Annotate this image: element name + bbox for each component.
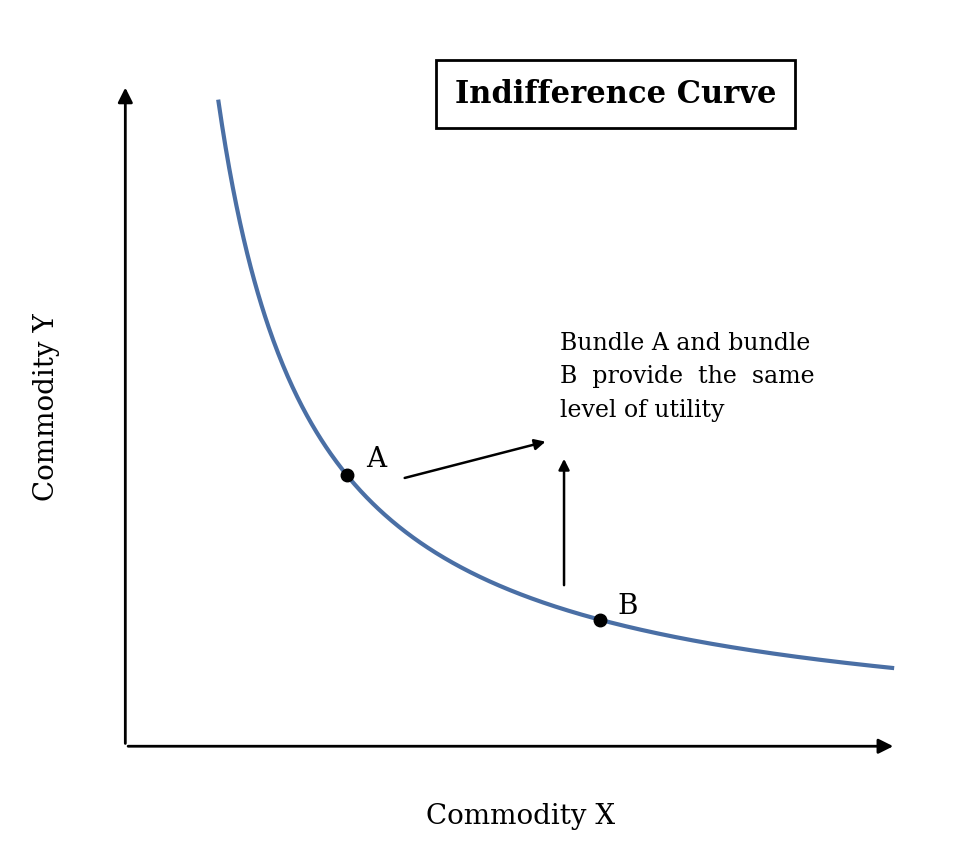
Text: B: B <box>617 593 637 620</box>
Text: Bundle A and bundle
B  provide  the  same
level of utility: Bundle A and bundle B provide the same l… <box>560 332 815 422</box>
Text: A: A <box>366 446 387 473</box>
Text: Commodity Y: Commodity Y <box>33 313 60 501</box>
Text: Commodity X: Commodity X <box>426 803 615 830</box>
Text: Indifference Curve: Indifference Curve <box>455 79 776 109</box>
